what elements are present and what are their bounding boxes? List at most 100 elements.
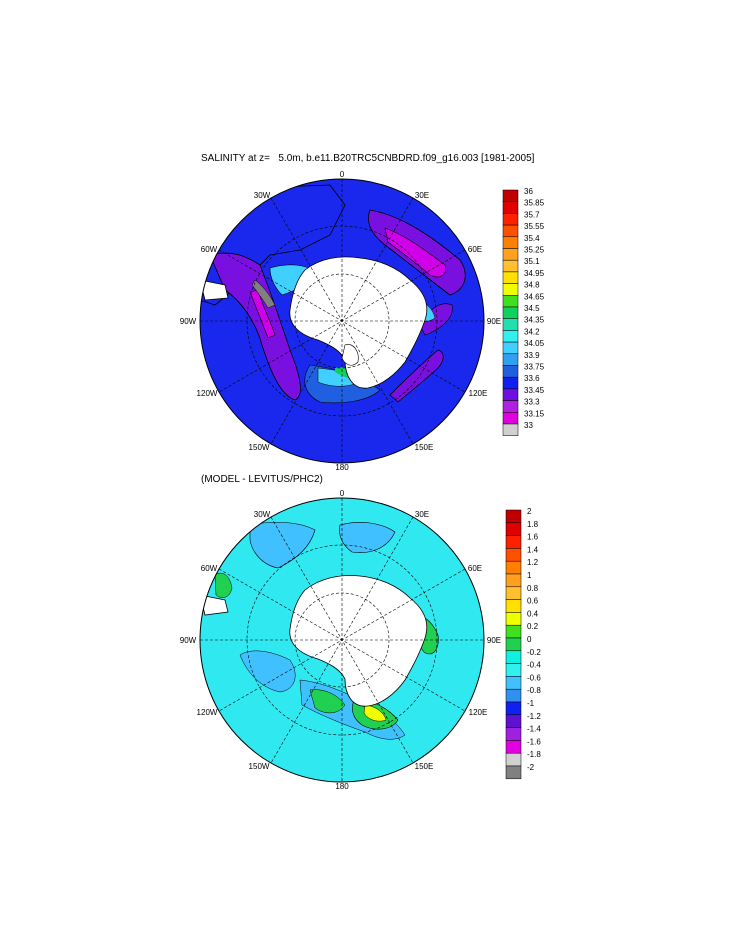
label-150e: 150E: [415, 762, 434, 771]
colorbar-label: 1.4: [527, 545, 539, 554]
label-90e: 90E: [487, 317, 501, 326]
colorbar-swatch: [505, 637, 522, 652]
colorbar-label: 36: [524, 187, 533, 196]
colorbar-label: 34.65: [524, 292, 545, 301]
colorbar-swatch: [502, 213, 519, 226]
colorbar-label: 33.6: [524, 374, 540, 383]
colorbar-swatch: [505, 535, 522, 549]
map-title-salinity: SALINITY at z= 5.0m, b.e11.B20TRC5CNBDRD…: [201, 153, 535, 164]
colorbar-label: 35.25: [524, 246, 545, 255]
colorbar-swatch: [502, 353, 519, 366]
label-30e: 30E: [415, 510, 429, 519]
colorbar-label: 33.9: [524, 351, 540, 360]
colorbar-label: 1: [527, 571, 532, 580]
graticule-2: [200, 498, 484, 782]
colorbar-swatch: [505, 624, 522, 639]
colorbar-swatch: [505, 676, 522, 690]
colorbar-label: 0.2: [527, 622, 539, 631]
colorbar-swatch: [502, 318, 519, 331]
colorbar-label: 0.8: [527, 584, 539, 593]
colorbar-swatch: [502, 365, 519, 378]
colorbar-label: 0.4: [527, 609, 539, 618]
colorbar-swatch: [502, 330, 519, 343]
label-150w: 150W: [249, 762, 270, 771]
label-60w: 60W: [201, 564, 218, 573]
label-30e: 30E: [415, 191, 429, 200]
colorbar-label: 1.2: [527, 558, 539, 567]
colorbar-swatch: [505, 663, 522, 677]
difference-colorbar: 2 1.8 1.6 1.4 1.2 1 0.8 0.6 0.4 0.2 0 -0.2 -0.4 -0.6 -…: [505, 507, 541, 780]
colorbar-label: -0.4: [527, 661, 541, 670]
colorbar-swatch: [505, 688, 522, 703]
colorbar-swatch: [505, 522, 522, 536]
colorbar-label: 34.8: [524, 281, 540, 290]
map-title-difference: (MODEL - LEVITUS/PHC2): [201, 474, 323, 485]
label-30w: 30W: [254, 510, 271, 519]
label-120w: 120W: [197, 708, 218, 717]
colorbar-label: -0.8: [527, 686, 541, 695]
colorbar-label: -0.2: [527, 648, 541, 657]
colorbar-label: 35.4: [524, 234, 540, 243]
label-180: 180: [335, 463, 349, 472]
colorbar-label: 33.15: [524, 409, 545, 418]
colorbar-swatch: [505, 740, 522, 754]
colorbar-label: -1: [527, 699, 535, 708]
colorbar-label: 33.75: [524, 363, 545, 372]
colorbar-label: 34.95: [524, 269, 545, 278]
colorbar-label: 34.05: [524, 339, 545, 348]
colorbar-label: 1.6: [527, 533, 539, 542]
map-border-2: [199, 497, 485, 783]
label-30w: 30W: [254, 191, 271, 200]
colorbar-swatch: [505, 701, 522, 716]
map-border: [199, 178, 485, 464]
label-120w: 120W: [197, 389, 218, 398]
colorbar-label: -1.6: [527, 737, 541, 746]
colorbar-label: 35.85: [524, 199, 545, 208]
longitude-labels: 0 30W 30E 60W 60E 90W 90E 120W 120E 150W…: [180, 170, 501, 472]
colorbar-swatch: [505, 599, 522, 613]
colorbar-label: 34.2: [524, 327, 540, 336]
colorbar-label: 2: [527, 507, 532, 516]
colorbar-label: -0.6: [527, 673, 541, 682]
colorbar-swatch: [502, 376, 519, 390]
colorbar-swatch: [502, 400, 519, 413]
colorbar-label: 33.45: [524, 386, 545, 395]
colorbar-label: 34.35: [524, 316, 545, 325]
colorbar-swatch: [505, 548, 522, 562]
colorbar-swatch: [502, 248, 519, 261]
colorbar-swatch: [502, 224, 519, 238]
colorbar-swatch: [505, 560, 522, 575]
label-90w: 90W: [180, 317, 197, 326]
colorbar-swatch: [505, 586, 522, 600]
label-0: 0: [340, 170, 345, 179]
colorbar-swatch: [502, 271, 519, 284]
colorbar-label: 0.6: [527, 597, 539, 606]
colorbar-swatch: [505, 650, 522, 664]
colorbar-swatch: [502, 189, 519, 202]
colorbar-swatch: [505, 727, 522, 741]
colorbar-swatch: [502, 283, 519, 296]
colorbar-swatch: [502, 201, 519, 214]
colorbar-label: -2: [527, 763, 535, 772]
colorbar-swatch: [502, 295, 519, 308]
colorbar-swatch: [505, 509, 522, 524]
colorbar-label: 1.8: [527, 520, 539, 529]
graticule: [200, 179, 484, 463]
colorbar-swatch: [502, 259, 519, 273]
colorbar-label: 34.5: [524, 304, 540, 313]
colorbar-swatch: [502, 388, 519, 401]
colorbar-label: 35.7: [524, 210, 540, 219]
colorbar-label: -1.8: [527, 750, 541, 759]
colorbar-label: 0: [527, 635, 532, 644]
label-90w: 90W: [180, 636, 197, 645]
label-150e: 150E: [415, 443, 434, 452]
label-60w: 60W: [201, 245, 218, 254]
colorbar-label: 33.3: [524, 398, 540, 407]
label-120e: 120E: [469, 708, 488, 717]
colorbar-swatch: [505, 573, 522, 588]
colorbar-label: 33: [524, 421, 533, 430]
colorbar-label: -1.2: [527, 712, 541, 721]
colorbar-swatch: [505, 612, 522, 626]
label-60e: 60E: [468, 564, 482, 573]
